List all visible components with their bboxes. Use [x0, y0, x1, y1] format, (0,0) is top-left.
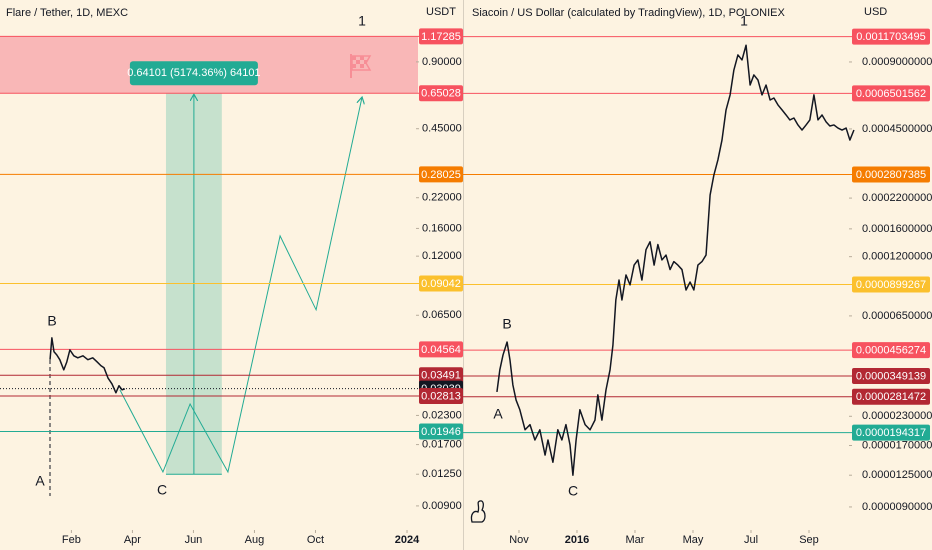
- measure-label-box: [129, 61, 258, 86]
- level-label-box: [419, 28, 463, 45]
- level-label-box: [419, 275, 463, 292]
- level-label: 0.65028: [421, 88, 461, 100]
- level-label-box: [852, 166, 930, 183]
- y-tick-label: 0.0001200000: [862, 251, 932, 263]
- x-tick-label: Oct: [307, 534, 324, 546]
- y-tick-label: 0.0000125000: [862, 469, 932, 481]
- annotation: B: [502, 316, 511, 332]
- projection-path: [119, 98, 362, 474]
- x-tick-label: 2016: [565, 534, 589, 546]
- x-tick-label: Sep: [799, 534, 819, 546]
- y-tick-label: 0.00900: [422, 500, 462, 512]
- x-tick-label: 2024: [395, 534, 420, 546]
- level-label: 0.09042: [421, 278, 461, 290]
- level-label: 0.04564: [421, 344, 461, 356]
- level-label: 0.0006501562: [856, 88, 926, 100]
- level-label-box: [419, 367, 463, 384]
- y-tick-label: 0.90000: [422, 56, 462, 68]
- measure-label: 0.64101 (5174.36%) 64101: [127, 67, 260, 79]
- y-tick-label: 0.0000230000: [862, 410, 932, 422]
- y-tick-label: 0.06500: [422, 309, 462, 321]
- y-tick-label: 0.22000: [422, 192, 462, 204]
- level-label-box: [419, 388, 463, 405]
- level-label-box: [419, 423, 463, 440]
- level-label: 0.01946: [421, 426, 461, 438]
- level-label-box: [852, 388, 930, 405]
- y-tick-label: 0.01700: [422, 438, 462, 450]
- level-label-box: [852, 276, 930, 293]
- y-tick-label: 0.16000: [422, 222, 462, 234]
- level-label: 0.0000349139: [856, 370, 926, 382]
- level-label: 0.0000281472: [856, 391, 926, 403]
- y-tick-label: 0.01250: [422, 468, 462, 480]
- level-label: 0.0000456274: [856, 345, 926, 357]
- y-tick-label: 0.0009000000: [862, 56, 932, 68]
- annotation: A: [35, 473, 45, 489]
- level-label: 0.0000899267: [856, 279, 926, 291]
- level-label: 0.02813: [421, 390, 461, 402]
- x-tick-label: Aug: [245, 534, 265, 546]
- x-tick-label: May: [683, 534, 704, 546]
- y-tick-label: 0.0001600000: [862, 223, 932, 235]
- annotation: B: [47, 313, 56, 329]
- level-label: 0.28025: [421, 169, 461, 181]
- chart-title: Siacoin / US Dollar (calculated by Tradi…: [472, 7, 785, 19]
- y-tick-label: 0.45000: [422, 123, 462, 135]
- x-tick-label: Mar: [626, 534, 645, 546]
- chart-title: Flare / Tether, 1D, MEXC: [6, 7, 128, 19]
- level-label-box: [419, 166, 463, 183]
- level-label-box: [852, 367, 930, 384]
- y-tick-label: 0.0004500000: [862, 123, 932, 135]
- level-label: 1.17285: [421, 31, 461, 43]
- level-label-box: [852, 342, 930, 359]
- x-tick-label: Apr: [124, 534, 141, 546]
- y-tick-label: 0.0000090000: [862, 501, 932, 513]
- price-line: [49, 337, 126, 394]
- currency-label: USDT: [426, 6, 456, 18]
- level-label: 0.0011703495: [856, 31, 926, 43]
- y-tick-label: 0.02300: [422, 409, 462, 421]
- annotation: 1: [358, 13, 366, 29]
- y-tick-label: 0.12000: [422, 250, 462, 262]
- level-label-box: [419, 85, 463, 102]
- x-tick-label: Feb: [62, 534, 81, 546]
- level-label-box: [852, 85, 930, 102]
- level-label-box: [419, 341, 463, 358]
- chart-panel: 0.00000900000.00001250000.00001700000.00…: [463, 6, 932, 546]
- annotation: A: [493, 406, 503, 422]
- level-label: 0.03491: [421, 370, 461, 382]
- x-tick-label: Nov: [509, 534, 529, 546]
- y-tick-label: 0.0000170000: [862, 439, 932, 451]
- annotation: C: [157, 482, 167, 498]
- annotation: 1: [740, 13, 748, 29]
- level-label-box: [852, 28, 930, 45]
- level-label: 0.0000194317: [856, 427, 926, 439]
- x-tick-label: Jul: [744, 534, 758, 546]
- level-label-box: [852, 424, 930, 441]
- y-tick-label: 0.0002200000: [862, 192, 932, 204]
- annotation: C: [568, 483, 578, 499]
- y-tick-label: 0.0000650000: [862, 310, 932, 322]
- chart-panel: 0.00900 0.01250 0.01700 0.02300 0.06500 0.120…: [0, 6, 463, 546]
- currency-label: USD: [864, 6, 887, 18]
- level-label: 0.0002807385: [856, 169, 926, 181]
- price-line: [496, 44, 855, 476]
- x-tick-label: Jun: [185, 534, 203, 546]
- logo-icon: [470, 500, 486, 523]
